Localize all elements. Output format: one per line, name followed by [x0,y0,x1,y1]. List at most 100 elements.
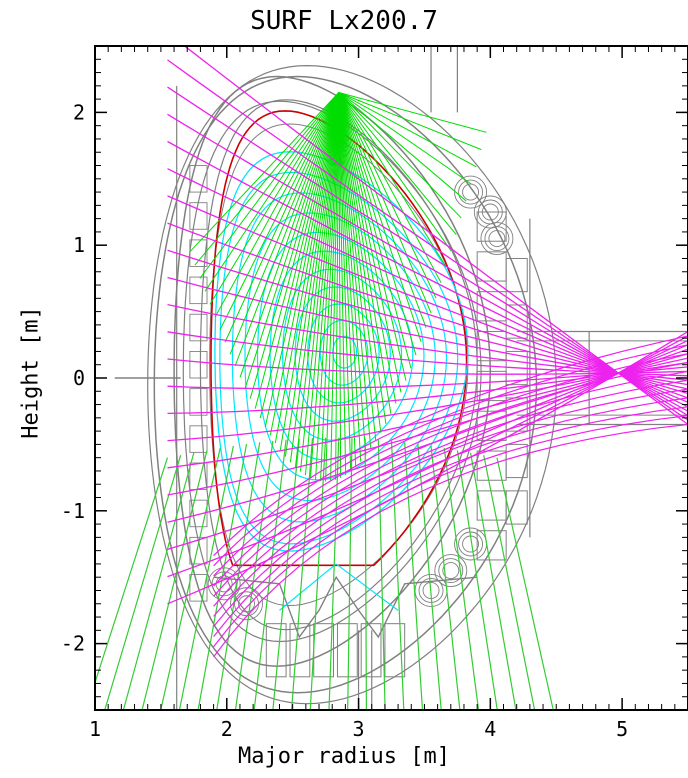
magenta-chord [167,335,688,578]
upper-green-chord [338,92,377,442]
lower-green-chord [328,437,340,710]
inboard-tile [189,499,208,528]
cryostat-outer [147,64,557,705]
magenta-chord [213,406,688,637]
x-tick-label: 2 [221,717,233,741]
divertor-coil-block [360,623,382,678]
upper-green-chord [338,92,382,433]
first-wall-outer [199,99,478,631]
inboard-tile [189,276,208,305]
x-tick-label: 5 [616,717,628,741]
separatrix [214,151,469,552]
upper-green-chord [214,92,340,318]
upper-green-chord [338,91,487,133]
magenta-chord [167,168,688,403]
coil-circle [454,175,488,209]
upper-green-chord [338,92,422,342]
coil-circle [480,222,514,256]
upper-green-chord [249,92,340,399]
magenta-chord [213,423,688,658]
magenta-chord [213,353,688,577]
upper-green-chord [269,92,340,436]
upper-green-chord [338,92,392,415]
lower-green-chord [377,439,386,710]
magenta-chord [167,113,688,412]
inboard-tile [189,536,208,565]
outboard-module [476,450,507,481]
inboard-tile [189,165,208,193]
lower-green-chord [216,442,261,710]
lower-green-chord [178,445,234,710]
outboard-module [505,257,528,293]
coil-circle [458,179,484,205]
inboard-tile [189,239,208,267]
coil-circle [442,562,460,580]
upper-green-chord [279,92,340,451]
upper-green-chord [338,92,472,185]
magenta-chord [167,86,688,417]
upper-green-chord [338,92,437,299]
coil-circle [418,578,444,603]
lower-green-chord [253,439,287,710]
lower-green-chord [469,452,517,710]
outboard-module [476,530,507,561]
upper-green-chord [284,92,340,457]
x-tick-label: 3 [353,717,365,741]
upper-green-chord [320,92,340,482]
lower-green-chord [456,450,498,710]
upper-green-chord [335,92,340,480]
lower-green-chord [443,448,480,710]
lower-green-chord [496,457,554,710]
coil-circle [438,558,464,584]
magenta-chord [167,195,688,399]
flux-surface [319,319,369,386]
lower-green-chord [347,438,353,710]
upper-green-chord [338,92,427,328]
upper-green-chord [219,92,340,331]
magenta-chord [167,59,688,421]
coil-circle [230,587,263,621]
upper-green-chord [338,92,417,356]
y-tick-label: 2 [73,100,85,124]
upper-green-chord [338,92,442,284]
upper-green-chord [338,92,482,151]
lower-green-chord [160,447,221,710]
lower-green-chord [122,452,195,710]
upper-green-chord [325,92,340,482]
upper-green-chord [338,92,477,168]
upper-green-chord [294,92,340,468]
flux-surface [256,231,425,481]
upper-green-chord [224,92,340,343]
x-axis-label: Major radius [m] [238,744,450,769]
lower-green-chord [141,450,208,710]
x-tick-label: 4 [484,717,496,741]
magenta-chord [213,397,688,627]
divertor-coil-block [336,623,358,678]
flux-surface [244,212,436,502]
upper-green-chord [338,92,407,381]
upper-green-chord [338,92,387,424]
lower-green-chord [104,455,182,710]
flux-surface [219,171,459,545]
upper-green-chord [338,92,352,472]
upper-green-chord [338,92,412,369]
magenta-chord [213,379,688,607]
coil-circle [488,230,506,248]
inboard-tile [189,388,208,416]
divertor-coil-block [265,623,287,678]
upper-green-chord [199,92,340,279]
y-tick-label: -2 [61,632,85,656]
lower-green-chord [364,438,368,710]
coil-circle [434,554,468,588]
lower-green-chord [197,443,248,710]
outboard-module [505,443,528,479]
upper-green-chord [229,92,340,355]
magenta-chord [213,335,688,557]
chart-title: SURF Lx200.7 [250,6,438,36]
vessel-inner-wall [182,100,482,643]
upper-green-chord [259,92,340,419]
inboard-tile [189,202,208,230]
x-tick-label: 1 [89,717,101,741]
coil-circle [484,226,510,252]
